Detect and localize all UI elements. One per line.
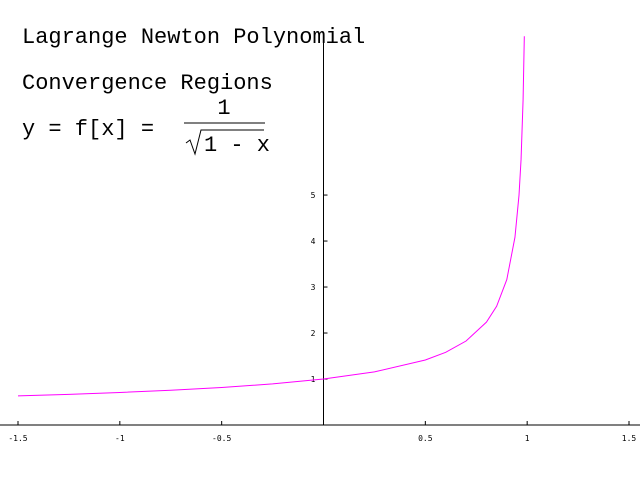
curve xyxy=(17,36,525,397)
x-tick-label: -1 xyxy=(115,434,125,443)
sqrt-sign xyxy=(185,129,264,156)
x-tick-label: -0.5 xyxy=(212,434,231,443)
chart-subtitle: Convergence Regions xyxy=(22,71,273,96)
y-tick-label: 4 xyxy=(311,237,316,246)
x-tick-label: 1.5 xyxy=(622,434,637,443)
formula-denominator: 1 - x xyxy=(204,133,270,158)
x-tick-label: 1 xyxy=(525,434,530,443)
x-tick-label: -1.5 xyxy=(8,434,27,443)
chart-title: Lagrange Newton Polynomial xyxy=(22,25,365,50)
y-tick-label: 2 xyxy=(311,329,316,338)
formula-numerator: 1 xyxy=(217,96,230,121)
y-tick-label: 5 xyxy=(311,191,316,200)
plot-area: -1.5 -1 -0.5 0.5 1 1.5 1 2 3 4 5 xyxy=(0,35,640,443)
y-tick-label: 3 xyxy=(311,283,316,292)
formula-lhs: y = f[x] = xyxy=(22,117,154,142)
x-tick-label: 0.5 xyxy=(418,434,433,443)
